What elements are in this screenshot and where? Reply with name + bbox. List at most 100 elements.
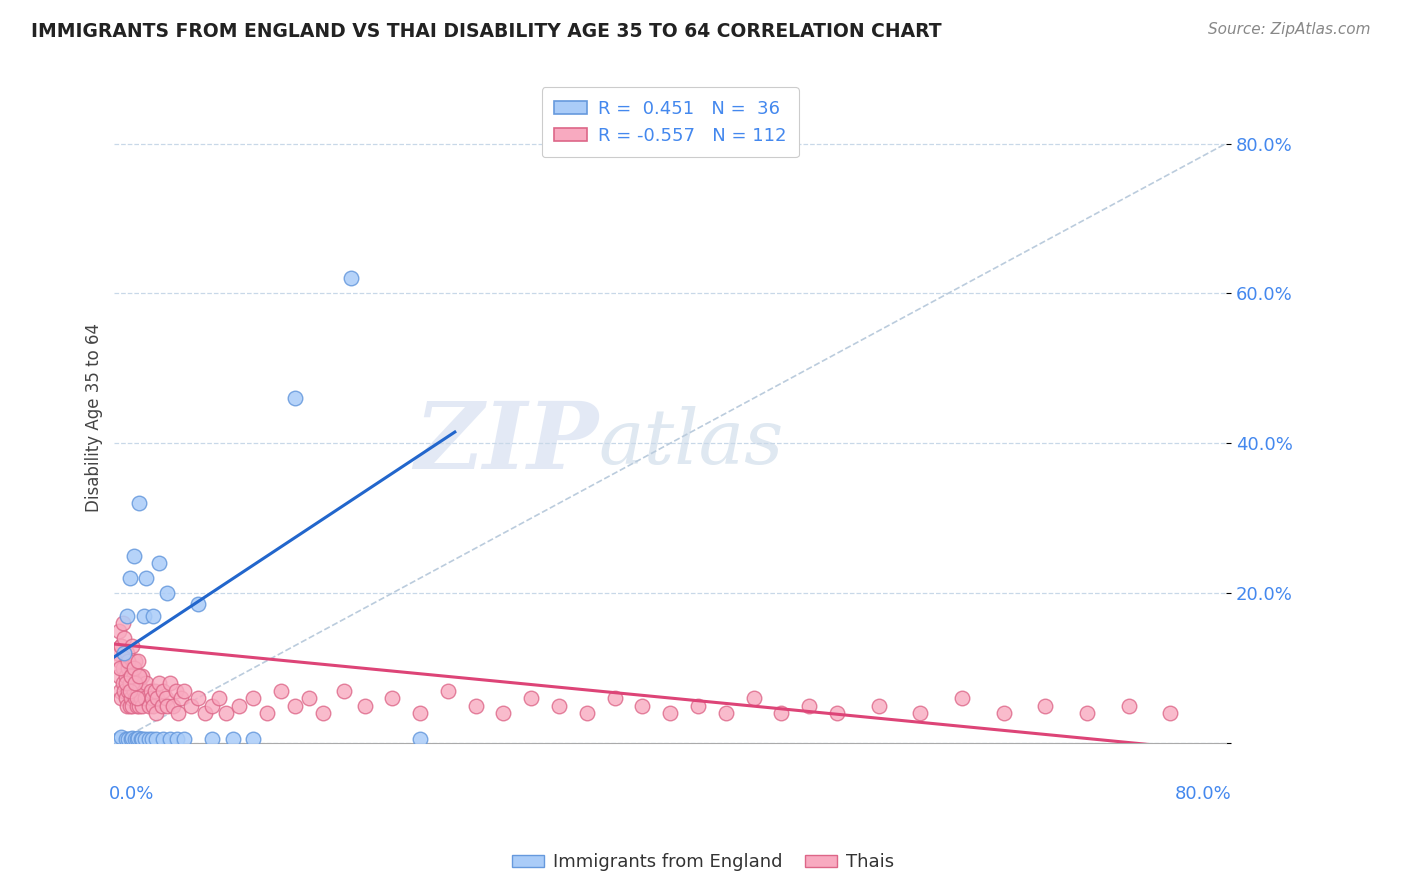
Point [180, 698, 202, 713]
Point [124, 654, 146, 668]
Point [122, 549, 145, 563]
Point [166, 732, 188, 747]
Point [115, 654, 138, 668]
Point [603, 691, 626, 706]
Point [201, 698, 224, 713]
Point [173, 683, 195, 698]
Point [409, 706, 432, 720]
Legend: Immigrants from England, Thais: Immigrants from England, Thais [505, 847, 901, 879]
Point [124, 732, 146, 747]
Point [159, 732, 181, 747]
Point [381, 691, 404, 706]
Point [492, 706, 515, 720]
Point [156, 586, 179, 600]
Point [121, 731, 143, 746]
Point [152, 683, 174, 698]
Point [170, 691, 193, 706]
Point [298, 691, 321, 706]
Point [112, 646, 135, 660]
Point [284, 392, 307, 406]
Point [128, 698, 150, 713]
Point [141, 691, 163, 706]
Text: Source: ZipAtlas.com: Source: ZipAtlas.com [1208, 22, 1371, 37]
Point [108, 654, 131, 668]
Text: atlas: atlas [598, 406, 783, 480]
Point [135, 676, 157, 690]
Point [120, 691, 142, 706]
Point [127, 683, 149, 698]
Point [1159, 706, 1181, 720]
Point [950, 691, 973, 706]
Point [129, 732, 152, 747]
Point [256, 706, 278, 720]
Point [115, 698, 138, 713]
Point [138, 732, 160, 747]
Point [108, 683, 131, 698]
Point [797, 698, 820, 713]
Point [129, 691, 152, 706]
Point [141, 732, 163, 747]
Point [107, 732, 129, 747]
Point [437, 683, 460, 698]
Y-axis label: Disability Age 35 to 64: Disability Age 35 to 64 [86, 323, 103, 511]
Text: 80.0%: 80.0% [1175, 785, 1232, 804]
Point [194, 706, 217, 720]
Point [686, 698, 709, 713]
Point [111, 616, 134, 631]
Point [214, 706, 236, 720]
Point [120, 732, 142, 747]
Point [142, 698, 165, 713]
Point [242, 691, 264, 706]
Point [117, 732, 139, 747]
Point [114, 676, 136, 690]
Point [142, 608, 165, 623]
Point [520, 691, 543, 706]
Point [118, 698, 141, 713]
Point [138, 698, 160, 713]
Point [270, 683, 292, 698]
Point [135, 571, 157, 585]
Point [121, 661, 143, 675]
Point [117, 661, 139, 675]
Point [575, 706, 598, 720]
Point [242, 732, 264, 747]
Point [152, 732, 174, 747]
Point [127, 668, 149, 682]
Point [143, 683, 166, 698]
Point [120, 668, 142, 682]
Point [118, 571, 141, 585]
Point [114, 668, 136, 682]
Point [464, 698, 486, 713]
Point [173, 732, 195, 747]
Point [112, 646, 135, 660]
Text: 0.0%: 0.0% [108, 785, 155, 804]
Point [124, 691, 146, 706]
Point [167, 706, 190, 720]
Point [117, 654, 139, 668]
Point [110, 691, 132, 706]
Point [910, 706, 932, 720]
Point [125, 732, 148, 747]
Legend: R =  0.451   N =  36, R = -0.557   N = 112: R = 0.451 N = 36, R = -0.557 N = 112 [541, 87, 799, 157]
Point [121, 639, 143, 653]
Point [145, 732, 167, 747]
Point [868, 698, 890, 713]
Point [118, 676, 141, 690]
Point [125, 698, 148, 713]
Point [121, 698, 143, 713]
Point [132, 608, 155, 623]
Point [631, 698, 654, 713]
Point [117, 683, 139, 698]
Point [993, 706, 1015, 720]
Point [114, 691, 136, 706]
Point [312, 706, 335, 720]
Point [128, 676, 150, 690]
Point [122, 668, 145, 682]
Point [162, 698, 184, 713]
Point [131, 698, 153, 713]
Point [156, 698, 179, 713]
Point [134, 691, 156, 706]
Point [124, 676, 146, 690]
Point [134, 732, 156, 747]
Point [110, 639, 132, 653]
